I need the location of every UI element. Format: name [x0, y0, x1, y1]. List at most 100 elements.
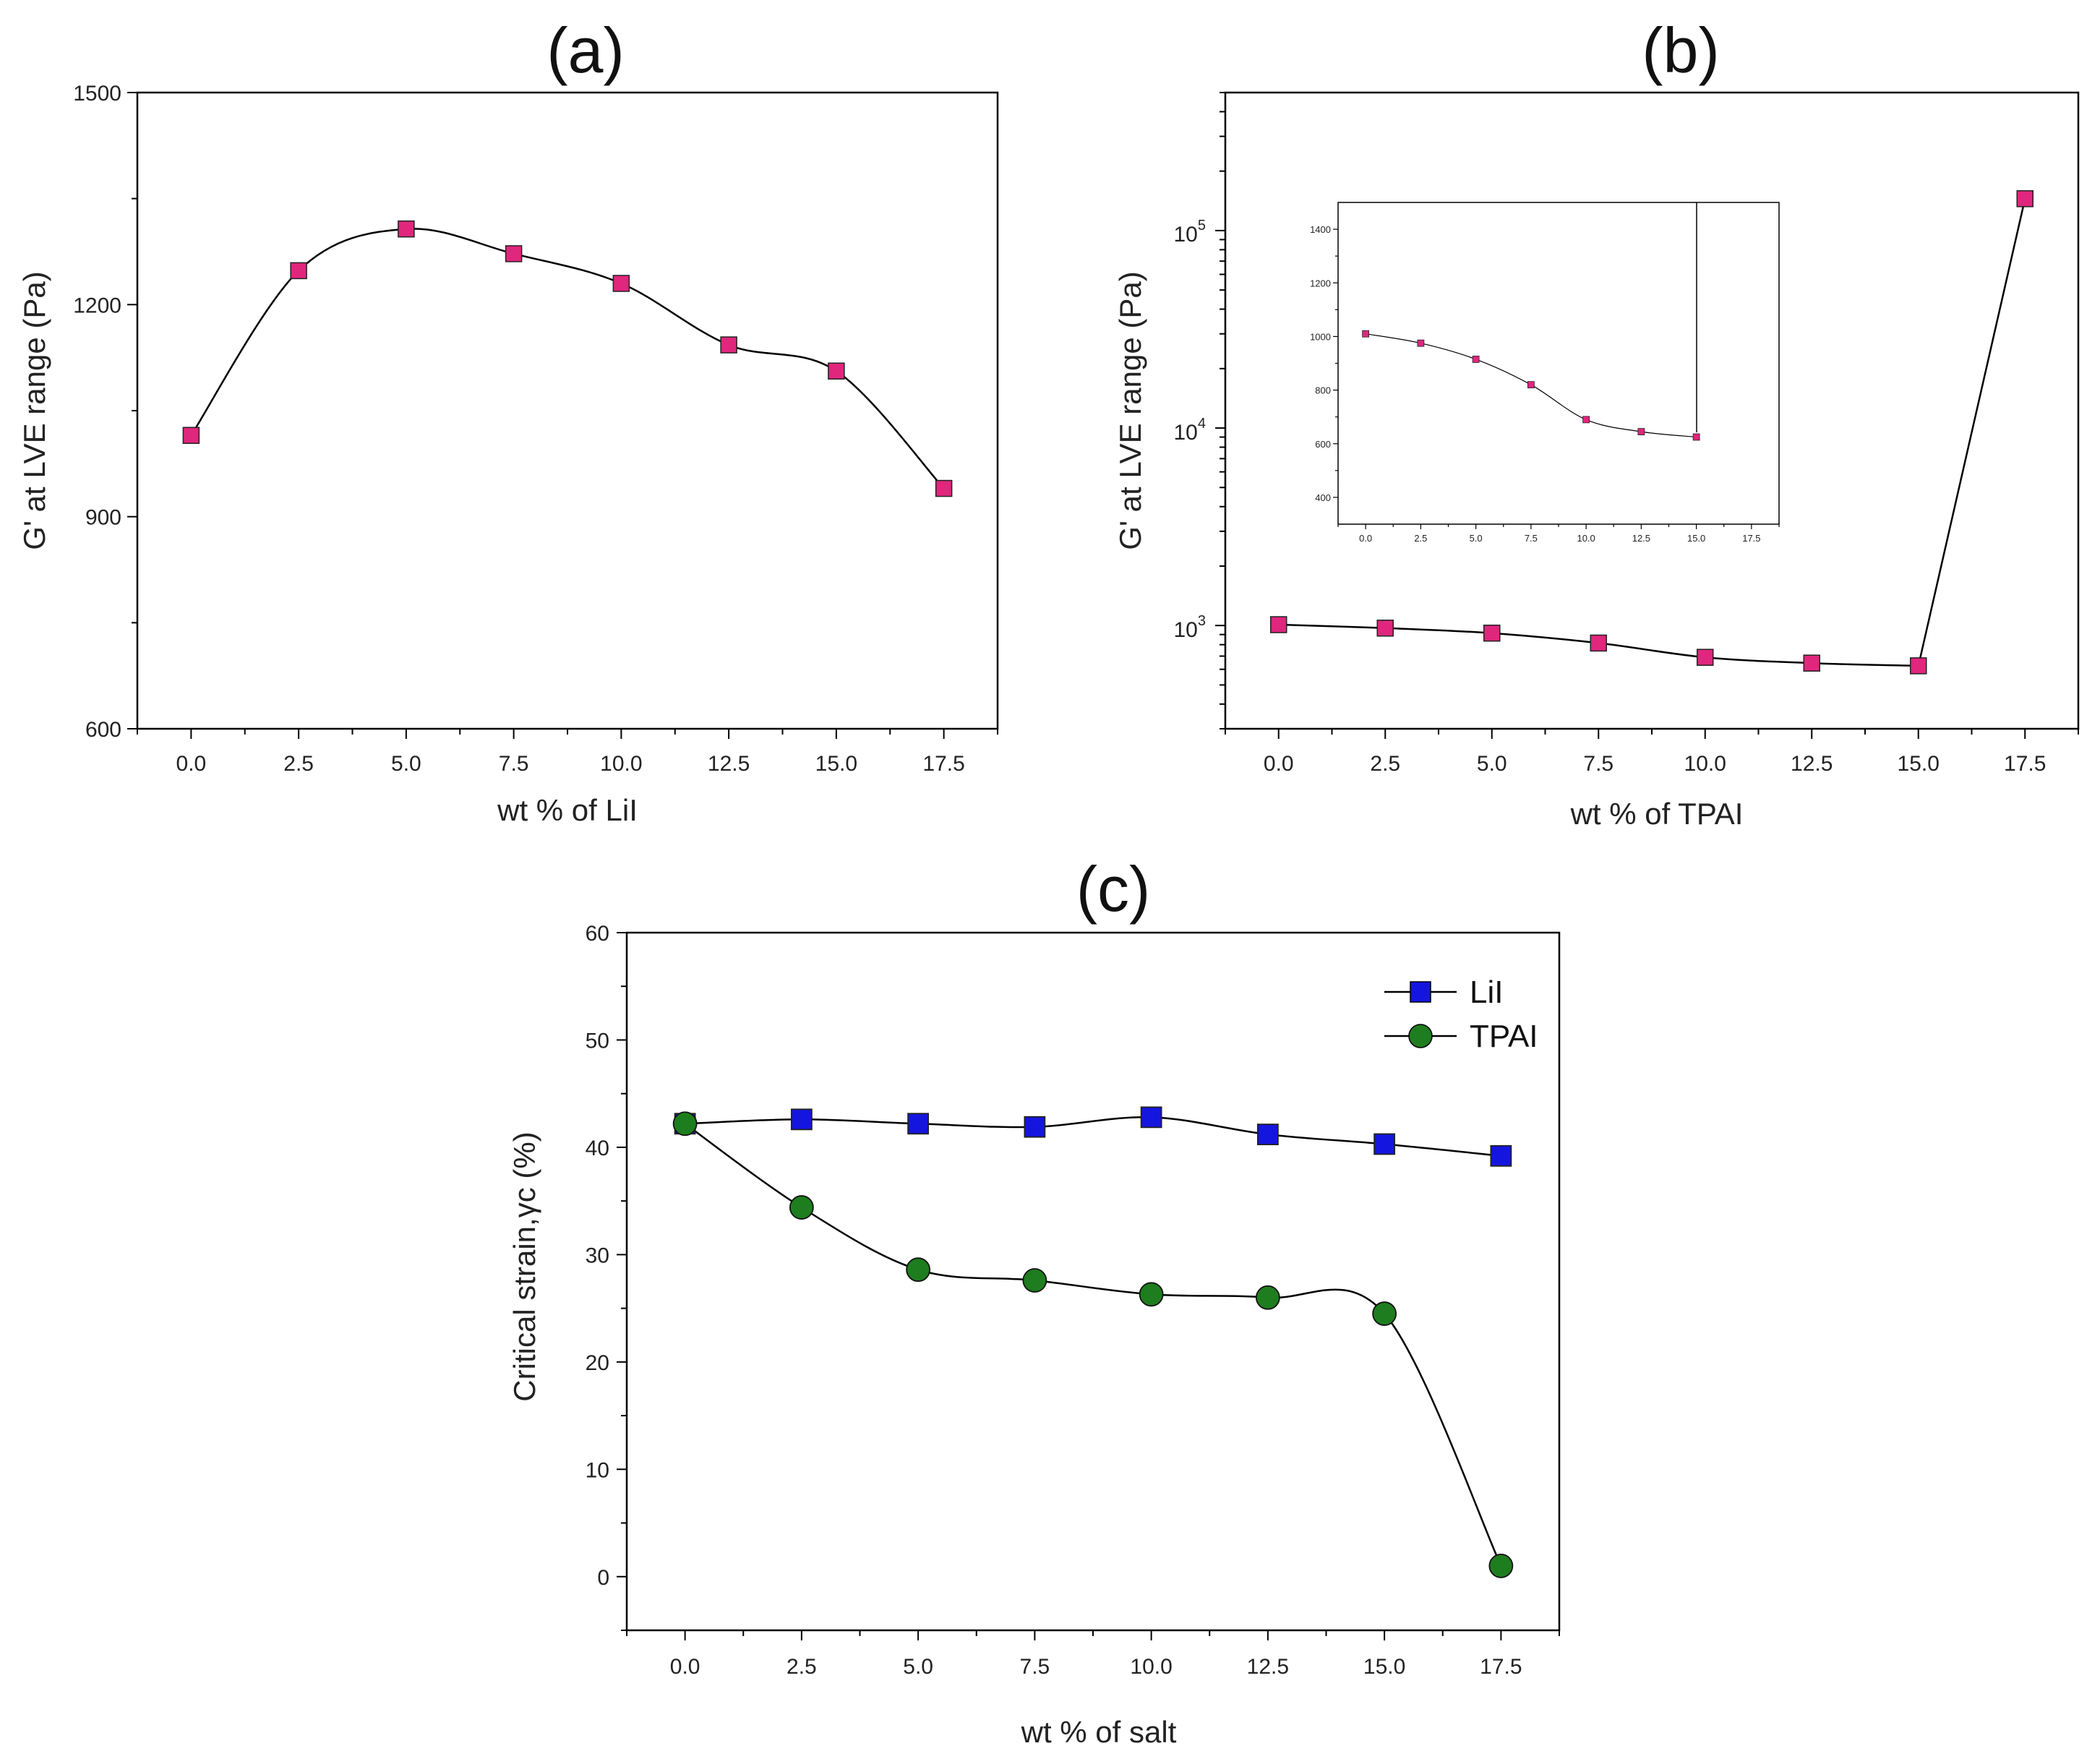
panel-a-y-tick-label: 600	[85, 718, 121, 742]
panel-b-inset-markers	[1362, 330, 1700, 441]
panel-b-data-point	[1483, 624, 1501, 642]
panel-b-inset-y-tick-label: 1400	[1310, 224, 1331, 235]
panel-c-tpai-data-point	[672, 1111, 698, 1137]
panel-a-data-point	[720, 336, 737, 354]
panel-c-y-tick-label: 50	[586, 1029, 609, 1053]
panel-b-data-point	[1910, 657, 1927, 675]
panel-b-inset-y-tick-label: 400	[1315, 492, 1331, 503]
panel-a-x-axis-label: wt % of LiI	[497, 793, 638, 827]
panel-b-inset-y-tick-label: 1000	[1310, 331, 1331, 342]
panel-a-y-tick-label: 1500	[73, 82, 121, 106]
panel-b-x-tick-label: 17.5	[2004, 752, 2046, 776]
panel-b-inset-data-point	[1417, 339, 1425, 347]
panel-a-ticks	[127, 92, 998, 739]
panel-a-plot-frame	[136, 91, 999, 730]
panel-c-lii-data-point	[790, 1108, 813, 1131]
panel-c-y-axis-label: Critical strain,γc (%)	[507, 1131, 541, 1401]
panel-c-lii-data-point	[1140, 1106, 1162, 1129]
panel-b-y-tick-1e5: 105	[1174, 218, 1207, 247]
panel-a-data-point	[828, 362, 845, 380]
panel-c-tpai-data-point	[789, 1195, 814, 1220]
panel-b-data-point	[1697, 649, 1714, 666]
panel-c-tpai-data-point	[1255, 1285, 1280, 1310]
panel-b-data-point	[1376, 620, 1394, 637]
panel-a-y-tick-labels: 600 900 1200 1500	[73, 82, 121, 742]
panel-b-inset-x-tick-labels: 0.0 2.5 5.0 7.5 10.0 12.5 15.0 17.5	[1359, 533, 1760, 544]
panel-c-tpai-data-point	[1022, 1268, 1047, 1293]
panel-a-x-tick-label: 12.5	[708, 752, 750, 776]
panel-b: (b) 0.0 2.5 5.0 7.5 10.0 12.5 15.0 17.5 103 104…	[1113, 14, 2080, 831]
panel-a-x-tick-label: 15.0	[815, 752, 857, 776]
panel-c-x-tick-label: 15.0	[1363, 1655, 1405, 1679]
panel-c-tpai-data-point	[1488, 1554, 1514, 1578]
legend-item-tpai: TPAI	[1384, 1019, 1538, 1054]
panel-b-inset-x-tick-label: 7.5	[1525, 533, 1538, 544]
panel-c-tpai-line	[684, 1123, 1502, 1567]
panel-b-x-tick-label: 5.0	[1477, 752, 1507, 776]
panel-a-x-tick-labels: 0.0 2.5 5.0 7.5 10.0 12.5 15.0 17.5	[176, 752, 965, 776]
panel-b-inset-ticks	[1333, 228, 1780, 529]
panel-c-tpai-data-point	[906, 1257, 931, 1283]
panel-b-inset-x-tick-label: 10.0	[1577, 533, 1595, 544]
panel-b-y-tick-1e4: 104	[1174, 416, 1207, 445]
panel-b-data-point	[1803, 654, 1820, 672]
panel-c-x-tick-label: 5.0	[903, 1655, 933, 1679]
panel-c-ticks	[617, 932, 1560, 1640]
panel-c-y-tick-label: 20	[586, 1351, 609, 1375]
panel-a-data-point	[182, 427, 200, 444]
panel-b-inset-data-point	[1637, 428, 1645, 435]
panel-b-x-axis-label: wt % of TPAI	[1570, 797, 1744, 831]
panel-b-inset-x-tick-label: 12.5	[1632, 533, 1650, 544]
panel-b-x-tick-label: 2.5	[1370, 752, 1400, 776]
panel-b-inset-frame	[1337, 202, 1780, 525]
panel-b-inset-y-tick-label: 1200	[1310, 278, 1331, 288]
panel-a-data-point	[398, 220, 415, 238]
panel-b-inset-y-tick-label: 600	[1315, 439, 1331, 450]
panel-b-x-tick-label: 12.5	[1791, 752, 1833, 776]
panel-b-inset-data-point	[1582, 416, 1590, 424]
panel-a-title: (a)	[547, 14, 625, 86]
panel-c-lii-data-point	[907, 1113, 930, 1135]
legend-tpai-marker	[1408, 1024, 1433, 1048]
panel-c-lii-data-point	[1256, 1124, 1279, 1146]
panel-b-inset-data-point	[1527, 381, 1535, 389]
panel-c-lii-data-point	[1024, 1116, 1046, 1138]
panel-b-inset-x-tick-label: 5.0	[1470, 533, 1483, 544]
panel-b-markers	[1270, 190, 2033, 675]
panel-c-y-tick-label: 0	[597, 1566, 609, 1590]
panel-c-x-tick-label: 0.0	[670, 1655, 700, 1679]
panel-c-x-tick-label: 10.0	[1130, 1655, 1172, 1679]
panel-b-inset: 0.0 2.5 5.0 7.5 10.0 12.5 15.0 17.5 400 600 800 10…	[1310, 202, 1780, 544]
panel-b-inset-y-tick-labels: 400 600 800 1000 1200 1400	[1310, 224, 1331, 503]
panel-b-y-axis-label: G' at LVE range (Pa)	[1113, 271, 1147, 549]
panel-c-tpai-data-point	[1372, 1301, 1397, 1326]
panel-a-markers	[182, 220, 953, 497]
legend-item-lii: LiI	[1384, 975, 1503, 1010]
panel-a-x-tick-label: 2.5	[283, 752, 314, 776]
panel-c-x-tick-label: 7.5	[1020, 1655, 1050, 1679]
panel-c-y-tick-labels: 0 10 20 30 40 50 60	[586, 922, 609, 1590]
panel-c-x-tick-label: 2.5	[787, 1655, 817, 1679]
panel-a: (a) 0.0 2.5 5.0 7.5 10.0 12.5 15.0 17.5 600 900 1…	[17, 14, 999, 827]
panel-a-data-point	[505, 245, 523, 262]
panel-a-y-axis-label: G' at LVE range (Pa)	[17, 271, 51, 549]
panel-c-lii-line	[685, 1116, 1501, 1157]
panel-a-x-tick-label: 17.5	[922, 752, 964, 776]
panel-b-x-tick-label: 7.5	[1583, 752, 1613, 776]
panel-b-x-tick-label: 10.0	[1684, 752, 1726, 776]
panel-b-x-tick-label: 15.0	[1898, 752, 1940, 776]
panel-b-inset-x-tick-label: 17.5	[1742, 533, 1760, 544]
legend-tpai-label: TPAI	[1470, 1019, 1538, 1054]
panel-b-inset-data-point	[1362, 330, 1370, 338]
legend-lii-marker	[1410, 981, 1431, 1003]
panel-a-x-tick-label: 7.5	[499, 752, 529, 776]
panel-c-y-tick-label: 30	[586, 1244, 609, 1267]
panel-c-x-tick-label: 17.5	[1480, 1655, 1522, 1679]
panel-c-legend: LiI TPAI	[1384, 975, 1538, 1054]
panel-c-markers	[672, 1106, 1514, 1578]
panel-a-data-point	[935, 479, 953, 497]
panel-a-x-tick-label: 10.0	[600, 752, 642, 776]
panel-c-lii-data-point	[1373, 1133, 1396, 1155]
panel-b-inset-x-tick-label: 15.0	[1687, 533, 1705, 544]
